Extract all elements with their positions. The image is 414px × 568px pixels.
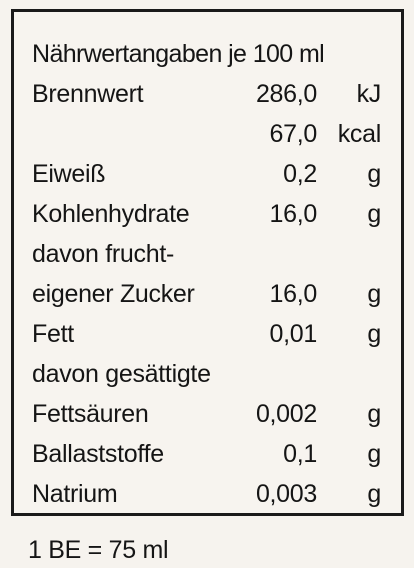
row-fat: Fett 0,01 g (14, 314, 401, 354)
row-label: Brennwert (32, 80, 144, 108)
row-value: 67,0 (269, 120, 318, 148)
row-energy-kcal: 67,0 kcal (14, 114, 401, 154)
row-label: eigener Zucker (32, 280, 195, 308)
row-carbohydrates: Kohlenhydrate 16,0 g (14, 194, 401, 234)
row-protein: Eiweiß 0,2 g (14, 154, 401, 194)
row-unit: g (367, 200, 381, 228)
table-heading: Nährwertangaben je 100 ml (32, 40, 325, 68)
row-value: 0,002 (255, 400, 317, 428)
row-label: Eiweiß (32, 160, 106, 188)
row-unit: g (367, 440, 381, 468)
row-value: 0,01 (269, 320, 318, 348)
row-label: Fettsäuren (32, 400, 149, 428)
row-label: Fett (32, 320, 74, 348)
row-saturated-label-line1: davon gesättigte (14, 354, 401, 394)
footnote-bread-unit: 1 BE = 75 ml (28, 536, 169, 564)
row-energy-kj: Brennwert 286,0 kJ (14, 74, 401, 114)
row-value: 16,0 (269, 280, 318, 308)
row-saturated-fat: Fettsäuren 0,002 g (14, 394, 401, 434)
row-fibre: Ballaststoffe 0,1 g (14, 434, 401, 474)
row-unit: kcal (337, 120, 382, 148)
table-heading-row: Nährwertangaben je 100 ml (14, 34, 401, 74)
row-value: 286,0 (255, 80, 317, 108)
nutrition-table: Nährwertangaben je 100 ml Brennwert 286,… (11, 9, 404, 516)
row-unit: g (367, 280, 381, 308)
row-unit: g (367, 400, 381, 428)
row-unit: g (367, 320, 381, 348)
row-label: davon gesättigte (32, 360, 211, 388)
row-label: davon frucht- (32, 240, 175, 268)
row-unit: g (367, 480, 381, 508)
row-sodium: Natrium 0,003 g (14, 474, 401, 514)
row-sugar: eigener Zucker 16,0 g (14, 274, 401, 314)
row-label: Kohlenhydrate (32, 200, 190, 228)
row-value: 0,2 (283, 160, 317, 188)
row-sugar-label-line1: davon frucht- (14, 234, 401, 274)
row-value: 0,003 (255, 480, 317, 508)
row-unit: g (367, 160, 381, 188)
row-unit: kJ (356, 80, 382, 108)
row-label: Ballaststoffe (32, 440, 164, 468)
row-label: Natrium (32, 480, 118, 508)
row-value: 16,0 (269, 200, 318, 228)
row-value: 0,1 (283, 440, 317, 468)
